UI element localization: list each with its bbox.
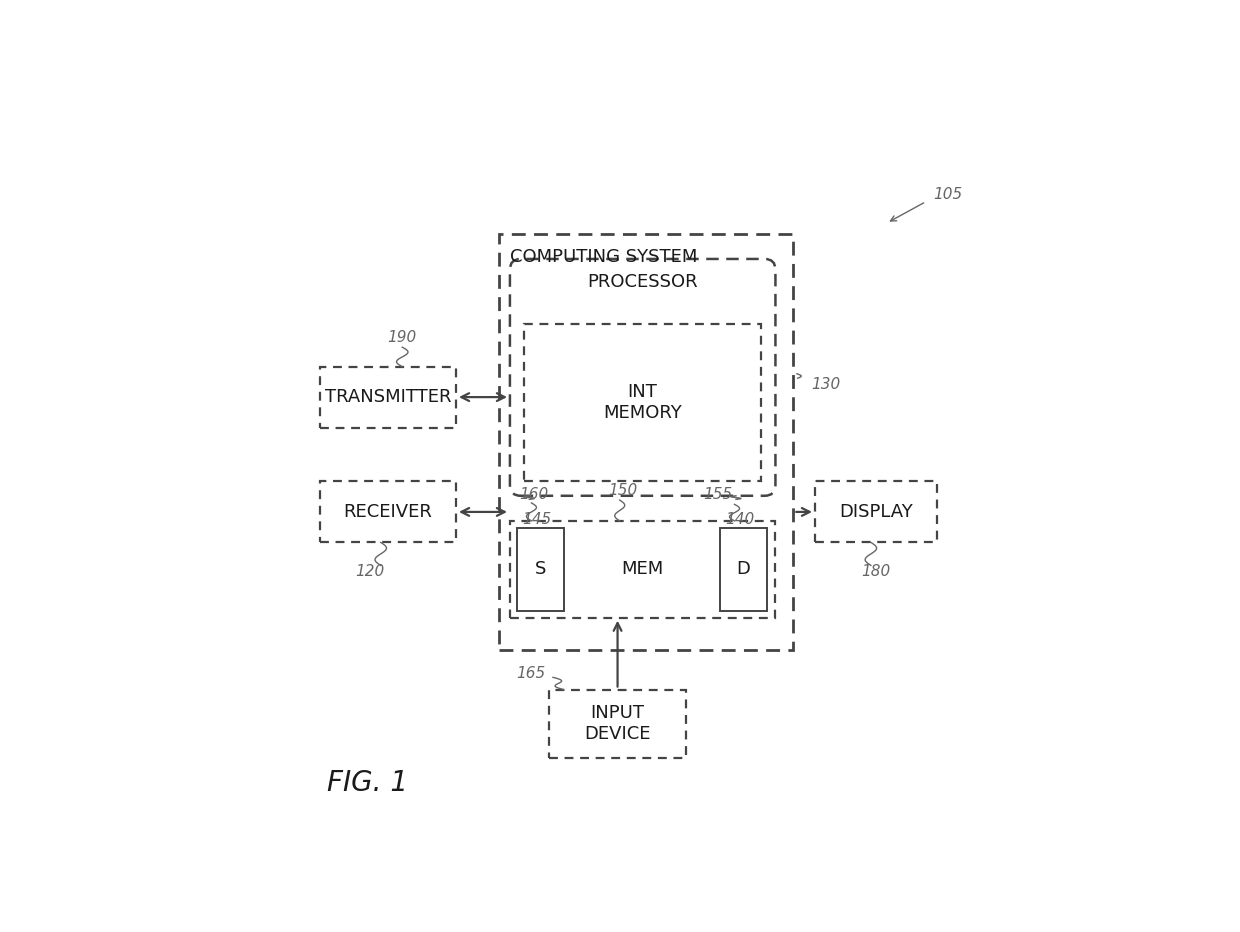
Text: FIG. 1: FIG. 1 xyxy=(327,769,408,797)
Text: 130: 130 xyxy=(811,377,841,392)
Text: D: D xyxy=(737,560,750,579)
Text: 145: 145 xyxy=(522,512,552,527)
Text: 160: 160 xyxy=(520,487,548,502)
Text: RECEIVER: RECEIVER xyxy=(343,503,433,521)
Text: INT
MEMORY: INT MEMORY xyxy=(604,383,682,422)
Text: 140: 140 xyxy=(725,512,754,527)
Bar xyxy=(320,366,456,428)
Text: INPUT
DEVICE: INPUT DEVICE xyxy=(584,705,651,743)
Text: 180: 180 xyxy=(862,564,890,579)
Text: 190: 190 xyxy=(388,331,417,346)
Text: 150: 150 xyxy=(609,483,637,498)
Text: DISPLAY: DISPLAY xyxy=(839,503,913,521)
Text: 165: 165 xyxy=(517,665,546,680)
Bar xyxy=(549,690,686,758)
Text: 155: 155 xyxy=(703,487,733,502)
Text: MEM: MEM xyxy=(621,560,663,579)
FancyBboxPatch shape xyxy=(510,259,775,496)
Text: S: S xyxy=(534,560,546,579)
Bar xyxy=(320,482,456,542)
Bar xyxy=(720,528,766,610)
Text: TRANSMITTER: TRANSMITTER xyxy=(325,388,451,406)
Text: 120: 120 xyxy=(356,564,384,579)
Bar xyxy=(525,323,761,482)
Bar xyxy=(517,528,564,610)
Bar xyxy=(510,521,775,618)
Bar xyxy=(815,482,937,542)
Text: PROCESSOR: PROCESSOR xyxy=(588,273,698,292)
Text: 105: 105 xyxy=(934,187,962,202)
Text: COMPUTING SYSTEM: COMPUTING SYSTEM xyxy=(510,248,697,267)
Bar xyxy=(500,234,794,651)
